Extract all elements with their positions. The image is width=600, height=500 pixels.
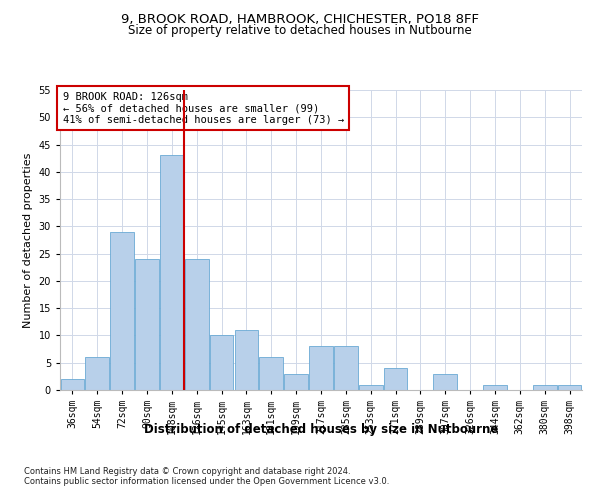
Bar xyxy=(185,259,209,390)
Bar xyxy=(384,368,407,390)
Y-axis label: Number of detached properties: Number of detached properties xyxy=(23,152,33,328)
Text: Distribution of detached houses by size in Nutbourne: Distribution of detached houses by size … xyxy=(144,422,498,436)
Text: Contains public sector information licensed under the Open Government Licence v3: Contains public sector information licen… xyxy=(24,477,389,486)
Bar xyxy=(61,379,84,390)
Bar xyxy=(533,384,557,390)
Text: Contains HM Land Registry data © Crown copyright and database right 2024.: Contains HM Land Registry data © Crown c… xyxy=(24,467,350,476)
Bar xyxy=(210,336,233,390)
Bar xyxy=(284,374,308,390)
Bar xyxy=(359,384,383,390)
Bar xyxy=(160,156,184,390)
Bar xyxy=(558,384,581,390)
Text: 9, BROOK ROAD, HAMBROOK, CHICHESTER, PO18 8FF: 9, BROOK ROAD, HAMBROOK, CHICHESTER, PO1… xyxy=(121,12,479,26)
Bar xyxy=(259,358,283,390)
Bar xyxy=(235,330,258,390)
Bar xyxy=(334,346,358,390)
Bar xyxy=(110,232,134,390)
Bar xyxy=(433,374,457,390)
Bar xyxy=(483,384,507,390)
Bar xyxy=(135,259,159,390)
Text: Size of property relative to detached houses in Nutbourne: Size of property relative to detached ho… xyxy=(128,24,472,37)
Bar xyxy=(85,358,109,390)
Text: 9 BROOK ROAD: 126sqm
← 56% of detached houses are smaller (99)
41% of semi-detac: 9 BROOK ROAD: 126sqm ← 56% of detached h… xyxy=(62,92,344,124)
Bar xyxy=(309,346,333,390)
